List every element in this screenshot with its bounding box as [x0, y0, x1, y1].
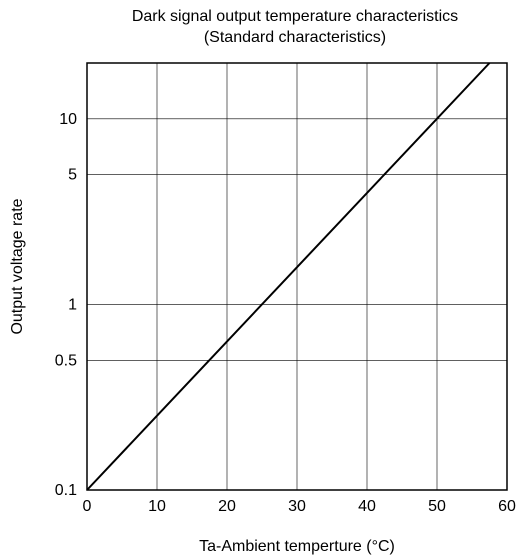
x-tick-label: 0: [83, 498, 92, 515]
plot-frame: [86, 62, 508, 491]
y-axis-label: Output voltage rate: [9, 198, 26, 334]
x-tick-label: 30: [288, 498, 306, 515]
grid: [87, 63, 507, 490]
x-tick-label: 10: [148, 498, 166, 515]
series-layer: [86, 62, 491, 491]
y-tick-label: 0.1: [55, 482, 77, 499]
x-tick-label: 60: [498, 498, 516, 515]
x-axis-ticks: 0 10 20 30 40 50 60: [83, 498, 516, 515]
x-tick-label: 20: [218, 498, 236, 515]
x-tick-label: 40: [358, 498, 376, 515]
chart-title-block: Dark signal output temperature character…: [0, 6, 524, 48]
y-axis-ticks: 0.1 0.5 1 5 10: [55, 111, 77, 499]
y-tick-label: 5: [68, 167, 77, 184]
chart-title: Dark signal output temperature character…: [131, 8, 459, 25]
chart-subtitle: (Standard characteristics): [203, 29, 387, 46]
y-tick-label: 0.5: [55, 352, 77, 369]
y-tick-label: 10: [59, 111, 77, 128]
x-axis-label: Ta-Ambient temperture (°C): [199, 538, 395, 555]
x-tick-label: 50: [428, 498, 446, 515]
series-line: [86, 62, 491, 491]
y-tick-label: 1: [68, 296, 77, 313]
